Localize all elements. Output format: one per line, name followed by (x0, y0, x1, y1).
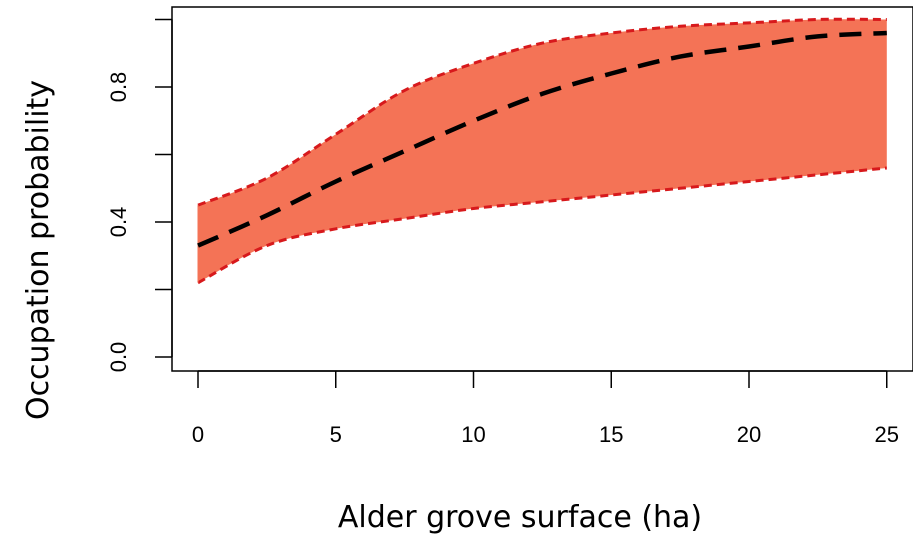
x-tick-label: 5 (330, 422, 342, 447)
x-axis-title: Alder grove surface (ha) (338, 500, 702, 535)
y-axis-title: Occupation probability (21, 80, 56, 420)
y-tick-label: 0.4 (106, 207, 131, 238)
y-axis: 0.0 0.4 0.8 (106, 18, 173, 373)
y-tick-label: 0.0 (106, 342, 131, 373)
x-tick-label: 20 (737, 422, 761, 447)
x-tick-label: 15 (599, 422, 623, 447)
x-tick-label: 25 (875, 422, 899, 447)
lower-bound-line (197, 166, 887, 285)
estimate-line (197, 30, 887, 248)
x-tick-label: 0 (192, 422, 204, 447)
y-tick-label: 0.8 (106, 72, 131, 103)
plot-area (197, 17, 887, 285)
x-tick-label: 10 (461, 422, 485, 447)
confidence-band (198, 19, 887, 283)
upper-bound-line (197, 17, 887, 207)
x-axis: 0 5 10 15 20 25 (192, 370, 899, 447)
